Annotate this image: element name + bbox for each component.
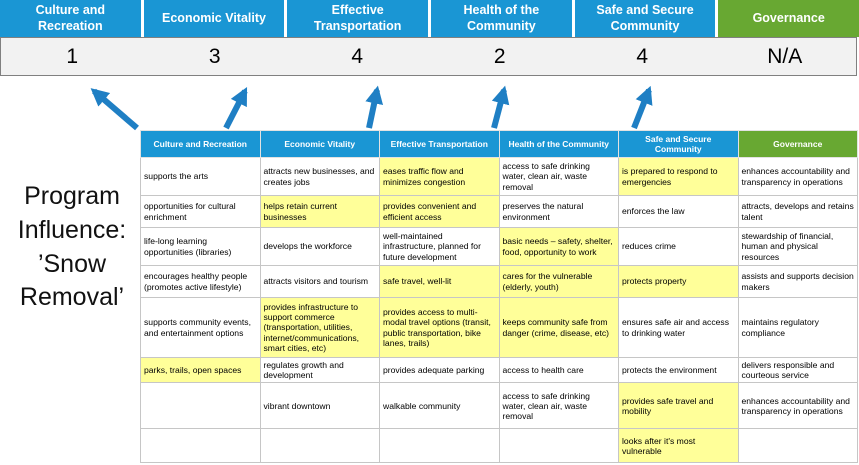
matrix-header-row: Culture and Recreation Economic Vitality…	[140, 130, 858, 158]
matrix-cell: provides convenient and efficient access	[379, 195, 500, 228]
matrix-cell	[379, 428, 500, 464]
table-row: parks, trails, open spaces regulates gro…	[140, 356, 858, 384]
matrix-cell: looks after it's most vulnerable	[618, 428, 739, 464]
matrix-cell: delivers responsible and courteous servi…	[737, 356, 858, 384]
matrix-cell: provides infrastructure to support comme…	[259, 297, 380, 358]
banner-item-governance: Governance	[718, 0, 859, 37]
table-row: vibrant downtown walkable community acce…	[140, 382, 858, 430]
matrix-cell: opportunities for cultural enrichment	[140, 195, 261, 228]
matrix-cell	[737, 428, 858, 464]
matrix-cell: reduces crime	[618, 227, 739, 266]
score-row: 1 3 4 2 4 N/A	[0, 37, 857, 76]
score-safe-and-secure-community: 4	[636, 44, 649, 68]
matrix-cell: safe travel, well-lit	[379, 265, 500, 298]
matrix-header-economic: Economic Vitality	[259, 130, 380, 158]
influence-arrows	[90, 85, 653, 131]
program-influence-label: Program Influence: ’Snow Removal’	[17, 182, 127, 312]
table-row: life-long learning opportunities (librar…	[140, 227, 858, 266]
matrix-cell: cares for the vulnerable (elderly, youth…	[498, 265, 619, 298]
matrix-cell: supports the arts	[140, 157, 261, 196]
matrix-cell: protects property	[618, 265, 739, 298]
matrix-cell: access to safe drinking water, clean air…	[498, 157, 619, 196]
matrix-cell: provides safe travel and mobility	[618, 382, 739, 430]
matrix-cell: helps retain current businesses	[259, 195, 380, 228]
table-row: supports community events, and entertain…	[140, 297, 858, 358]
matrix-cell	[259, 428, 380, 464]
matrix-cell: attracts new businesses, and creates job…	[259, 157, 380, 196]
matrix-cell: attracts visitors and tourism	[259, 265, 380, 298]
table-row: encourages healthy people (promotes acti…	[140, 265, 858, 298]
banner-item-culture-and-recreation: Culture and Recreation	[0, 0, 141, 37]
matrix-cell: provides adequate parking	[379, 356, 500, 384]
matrix-cell: assists and supports decision makers	[737, 265, 858, 298]
arrow-economic	[223, 86, 248, 130]
matrix-cell: enhances accountability and transparency…	[737, 382, 858, 430]
arrow-transportation	[365, 85, 384, 129]
banner-item-safe-and-secure-community: Safe and Secure Community	[574, 0, 716, 37]
matrix-cell	[140, 382, 261, 430]
matrix-cell: preserves the natural environment	[498, 195, 619, 228]
matrix-cell: keeps community safe from danger (crime,…	[498, 297, 619, 358]
matrix-cell: develops the workforce	[259, 227, 380, 266]
banner-item-effective-transportation: Effective Transportation	[287, 0, 429, 37]
score-effective-transportation: 4	[351, 44, 364, 68]
matrix-cell: well-maintained infrastructure, planned …	[379, 227, 500, 266]
matrix-cell: provides access to multi-modal travel op…	[379, 297, 500, 358]
matrix-cell: protects the environment	[618, 356, 739, 384]
score-health-of-the-community: 2	[493, 44, 506, 68]
matrix-cell: is prepared to respond to emergencies	[618, 157, 739, 196]
matrix-header-culture: Culture and Recreation	[140, 130, 261, 158]
matrix-cell: walkable community	[379, 382, 500, 430]
matrix-cell: enforces the law	[618, 195, 739, 228]
matrix-header-transportation: Effective Transportation	[379, 130, 500, 158]
matrix-header-health: Health of the Community	[498, 130, 619, 158]
matrix-cell: regulates growth and development	[259, 356, 380, 384]
arrow-health	[491, 85, 510, 129]
matrix-header-safe: Safe and Secure Community	[618, 130, 739, 158]
banner-item-health-of-the-community: Health of the Community	[431, 0, 572, 37]
matrix-cell: access to safe drinking water, clean air…	[498, 382, 619, 430]
score-economic-vitality: 3	[208, 44, 221, 68]
matrix-header-governance: Governance	[737, 130, 858, 158]
matrix-cell	[498, 428, 619, 464]
table-row: supports the arts attracts new businesse…	[140, 157, 858, 196]
matrix-cell: encourages healthy people (promotes acti…	[140, 265, 261, 298]
arrow-culture	[90, 88, 139, 131]
banner-item-economic-vitality: Economic Vitality	[143, 0, 285, 37]
matrix-cell: basic needs – safety, shelter, food, opp…	[498, 227, 619, 266]
score-culture-and-recreation: 1	[66, 44, 79, 68]
matrix-cell: life-long learning opportunities (librar…	[140, 227, 261, 266]
table-row: looks after it's most vulnerable	[140, 428, 858, 464]
matrix-cell	[140, 428, 261, 464]
arrow-safe	[631, 85, 653, 130]
table-row: opportunities for cultural enrichment he…	[140, 195, 858, 228]
matrix-cell: enhances accountability and transparency…	[737, 157, 858, 196]
matrix-cell: maintains regulatory compliance	[737, 297, 858, 358]
matrix-cell: stewardship of financial, human and phys…	[737, 227, 858, 266]
score-governance: N/A	[767, 44, 803, 68]
category-banner: Culture and Recreation Economic Vitality…	[0, 0, 859, 37]
matrix-cell: eases traffic flow and minimizes congest…	[379, 157, 500, 196]
matrix-cell: access to health care	[498, 356, 619, 384]
matrix-cell: parks, trails, open spaces	[140, 356, 261, 384]
matrix-cell: ensures safe air and access to drinking …	[618, 297, 739, 358]
matrix-cell: attracts, develops and retains talent	[737, 195, 858, 228]
influence-matrix: Culture and Recreation Economic Vitality…	[140, 130, 858, 464]
matrix-cell: supports community events, and entertain…	[140, 297, 261, 358]
matrix-cell: vibrant downtown	[259, 382, 380, 430]
